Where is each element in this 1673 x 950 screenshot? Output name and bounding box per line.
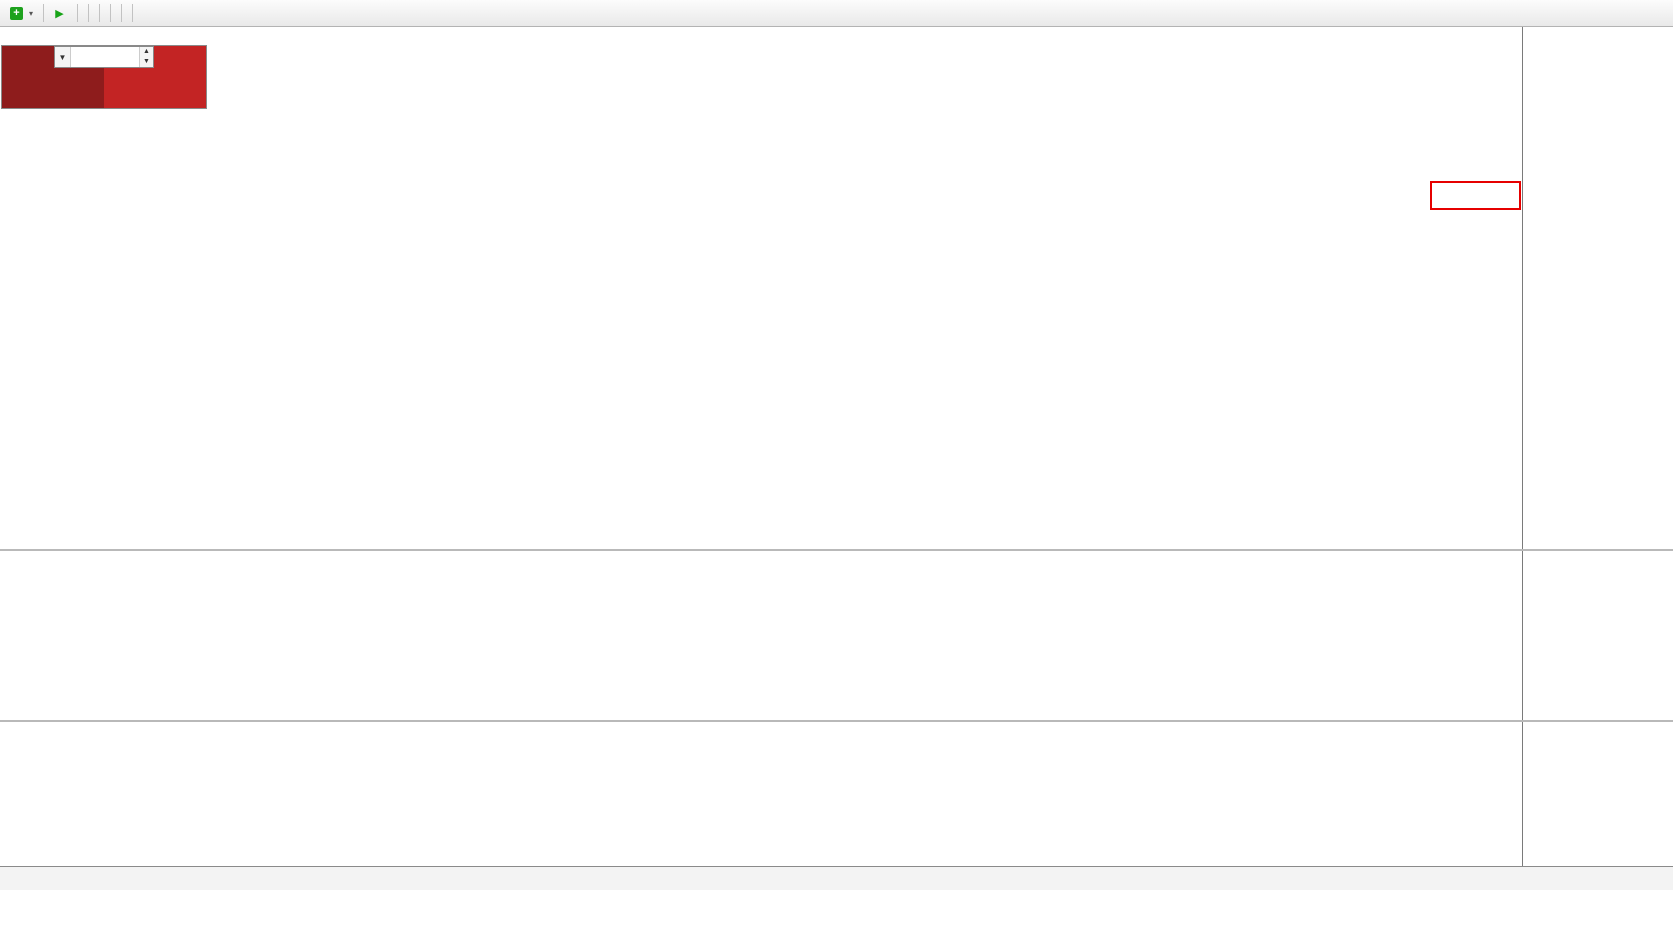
one-click-trade-panel: ▼ ▲ ▼ xyxy=(2,46,206,108)
new-order-button[interactable]: + ▾ xyxy=(5,2,38,24)
rsi-plot[interactable] xyxy=(0,722,1522,866)
price-axis[interactable] xyxy=(1522,27,1673,549)
toolbar-separator xyxy=(121,4,123,22)
macd-panel xyxy=(0,551,1673,720)
volume-down-icon[interactable]: ▼ xyxy=(143,58,150,65)
toolbar-separator xyxy=(88,4,90,22)
toolbar-separator xyxy=(99,4,101,22)
time-axis[interactable] xyxy=(0,866,1673,890)
macd-axis[interactable] xyxy=(1522,551,1673,720)
macd-label xyxy=(5,554,14,564)
new-order-icon: + xyxy=(10,6,23,20)
volume-input[interactable] xyxy=(71,47,139,67)
bottom-margin xyxy=(0,890,1673,950)
toolbar-separator xyxy=(132,4,134,22)
macd-plot[interactable] xyxy=(0,551,1522,720)
price-callout[interactable] xyxy=(1430,181,1521,210)
autotrading-play-icon: ▶ xyxy=(55,7,64,20)
main-chart-plot[interactable] xyxy=(0,27,1522,549)
rsi-label xyxy=(5,725,10,735)
toolbar-separator xyxy=(43,4,45,22)
panel-splitter[interactable] xyxy=(0,549,1673,551)
toolbar-separator xyxy=(77,4,79,22)
new-order-dropdown-icon: ▾ xyxy=(29,8,34,18)
rsi-panel xyxy=(0,722,1673,866)
panel-splitter[interactable] xyxy=(0,720,1673,722)
volume-up-icon[interactable]: ▲ xyxy=(143,48,150,55)
autotrading-button[interactable]: ▶ xyxy=(50,2,72,24)
main-chart-panel: ▼ ▲ ▼ xyxy=(0,27,1673,549)
toolbar-separator xyxy=(110,4,112,22)
rsi-axis[interactable] xyxy=(1522,722,1673,866)
volume-box: ▼ ▲ ▼ xyxy=(54,46,154,68)
toolbar: + ▾ ▶ xyxy=(0,0,1673,27)
symbol-ohlc-line xyxy=(5,32,9,44)
volume-spinner: ▲ ▼ xyxy=(139,47,153,67)
volume-dropdown-icon[interactable]: ▼ xyxy=(55,47,71,67)
